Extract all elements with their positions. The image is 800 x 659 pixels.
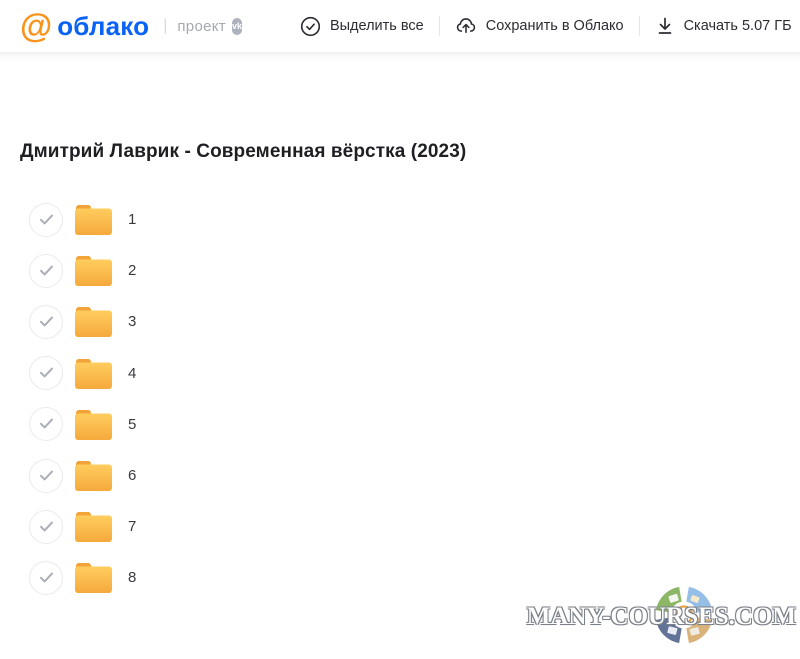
folder-icon[interactable] [75,409,112,440]
action-separator [438,16,440,36]
check-icon [39,572,53,583]
download-icon [655,16,675,36]
action-separator [638,16,640,36]
folder-label: 7 [128,518,137,536]
check-circle-icon [300,16,321,37]
folder-checkbox[interactable] [29,356,63,391]
folder-icon[interactable] [75,358,112,389]
download-label: Скачать 5.07 ГБ [683,18,792,34]
cloud-upload-icon [455,15,477,37]
folder-label: 3 [128,313,137,331]
page-title: Дмитрий Лаврик - Современная вёрстка (20… [20,141,467,162]
select-all-button[interactable]: Выделить все [300,10,424,43]
check-icon [39,470,53,480]
logo-divider: | [163,17,168,34]
folder-checkbox[interactable] [29,253,63,288]
select-all-label: Выделить все [329,18,424,34]
brand-name: облако [57,10,150,41]
folder-label: 4 [128,364,137,382]
folder-icon[interactable] [75,562,112,594]
check-icon [39,418,53,429]
folder-row[interactable]: 8 [20,552,800,603]
folder-checkbox[interactable] [29,407,63,442]
vk-badge-icon: vk [231,17,242,35]
folder-row[interactable]: 1 [20,194,800,245]
download-button[interactable]: Скачать 5.07 ГБ [655,10,792,42]
folder-row[interactable]: 6 [20,450,800,501]
folder-label: 2 [128,262,137,280]
folder-label: 8 [128,569,137,587]
folder-icon[interactable] [75,204,112,236]
folder-row[interactable]: 4 [20,348,800,399]
folder-checkbox[interactable] [29,560,63,595]
project-label: проект [177,17,226,35]
folder-list: 1 2 3 4 5 [20,194,800,604]
header-actions: Выделить все Сохранить в Облако Скачать … [300,9,792,43]
folder-row[interactable]: 7 [20,501,800,552]
folder-icon[interactable] [75,460,112,492]
folder-checkbox[interactable] [29,202,63,237]
folder-icon[interactable] [75,306,112,338]
folder-icon[interactable] [75,511,112,543]
folder-label: 1 [128,211,137,229]
folder-checkbox[interactable] [29,304,63,339]
watermark-text: MANY-COURSES.COM [526,603,796,630]
folder-icon[interactable] [75,255,112,287]
save-to-cloud-label: Сохранить в Облако [485,18,624,34]
check-icon [39,367,53,378]
folder-checkbox[interactable] [29,458,63,493]
header: @ облако | проект vk Выделить все Сохран… [0,0,800,52]
save-to-cloud-button[interactable]: Сохранить в Облако [455,9,624,43]
folder-label: 5 [128,415,137,433]
check-icon [39,521,53,532]
main-content: Дмитрий Лаврик - Современная вёрстка (20… [0,139,800,604]
folder-row[interactable]: 5 [20,399,800,450]
mailru-at-icon: @ [20,6,52,44]
folder-row[interactable]: 3 [20,296,800,347]
cloud-logo[interactable]: @ облако [20,6,150,44]
check-icon [39,316,53,327]
check-icon [39,265,53,276]
folder-checkbox[interactable] [29,509,63,544]
header-shadow [0,52,800,61]
folder-label: 6 [128,467,137,485]
folder-row[interactable]: 2 [20,245,800,296]
check-icon [39,214,53,224]
